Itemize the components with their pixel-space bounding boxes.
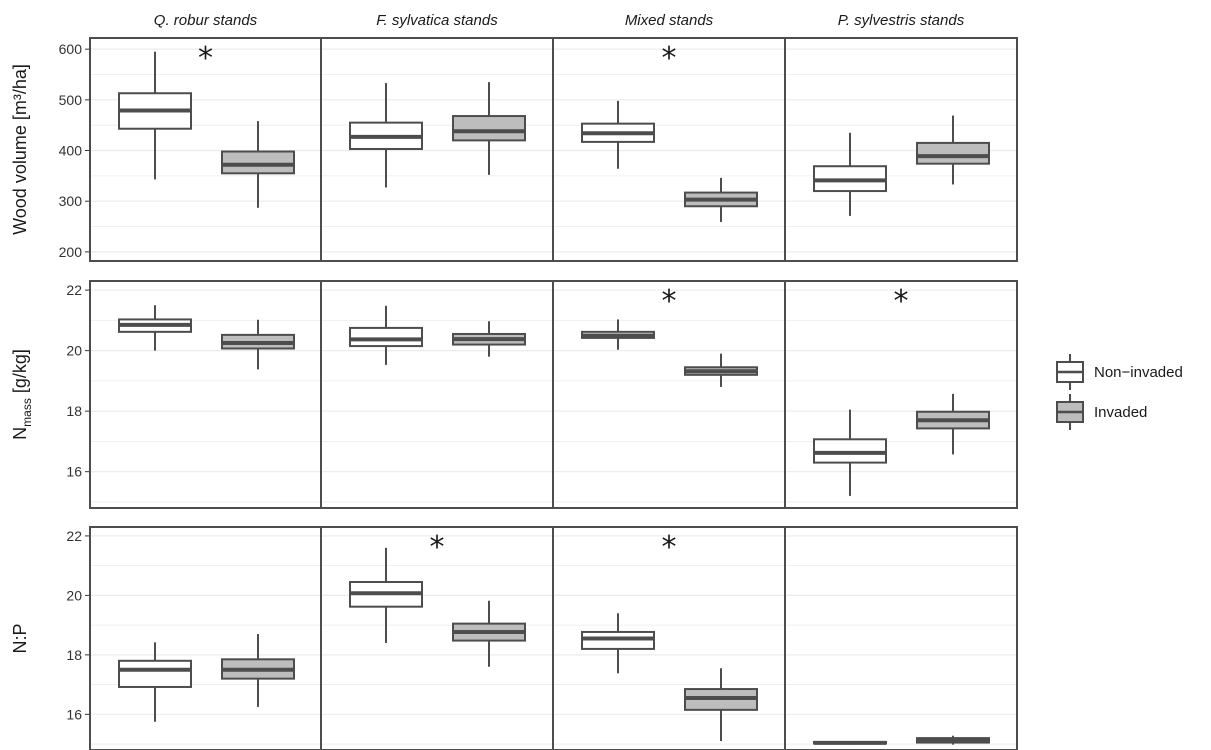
significance-star: * <box>662 284 677 319</box>
y-tick-label: 200 <box>59 244 83 260</box>
y-axis-label: Wood volume [m³/ha] <box>10 64 30 235</box>
y-tick-label: 22 <box>66 528 82 544</box>
y-tick-label: 20 <box>66 343 82 359</box>
y-tick-label: 600 <box>59 41 83 57</box>
legend-label: Invaded <box>1094 404 1147 421</box>
y-tick-label: 22 <box>66 282 82 298</box>
significance-star: * <box>662 530 677 565</box>
legend-item: Non−invaded <box>1056 354 1183 390</box>
significance-star: * <box>894 284 909 319</box>
facet-label: P. sylvestris stands <box>838 12 965 29</box>
legend-item: Invaded <box>1056 394 1147 430</box>
box-invaded <box>916 141 990 165</box>
y-axis-label: Nmass [g/kg] <box>10 349 34 440</box>
significance-star: * <box>430 530 445 565</box>
box-invaded <box>452 115 526 142</box>
y-tick-label: 16 <box>66 464 82 480</box>
box-non-invaded <box>118 659 192 688</box>
y-axis-label-main: Wood volume [m³/ha] <box>10 64 30 235</box>
facet-label: Q. robur stands <box>154 12 258 29</box>
y-axis-label-main: N <box>10 427 30 440</box>
y-tick-label: 400 <box>59 143 83 159</box>
significance-star: * <box>662 41 677 76</box>
facet-label: Mixed stands <box>625 12 714 29</box>
legend-label: Non−invaded <box>1094 364 1183 381</box>
y-tick-label: 18 <box>66 647 82 663</box>
y-tick-label: 500 <box>59 92 83 108</box>
box-invaded <box>221 150 295 175</box>
y-axis-label-subscript: mass <box>20 398 34 427</box>
box-non-invaded <box>349 326 423 348</box>
y-tick-label: 20 <box>66 587 82 603</box>
y-axis-label-main: N:P <box>10 623 30 653</box>
significance-star: * <box>198 41 213 76</box>
y-tick-label: 16 <box>66 706 82 722</box>
facet-label: F. sylvatica stands <box>376 12 498 29</box>
y-axis-label-suffix: [g/kg] <box>10 349 30 398</box>
y-tick-label: 18 <box>66 403 82 419</box>
y-axis-label: N:P <box>10 623 30 653</box>
y-tick-label: 300 <box>59 193 83 209</box>
